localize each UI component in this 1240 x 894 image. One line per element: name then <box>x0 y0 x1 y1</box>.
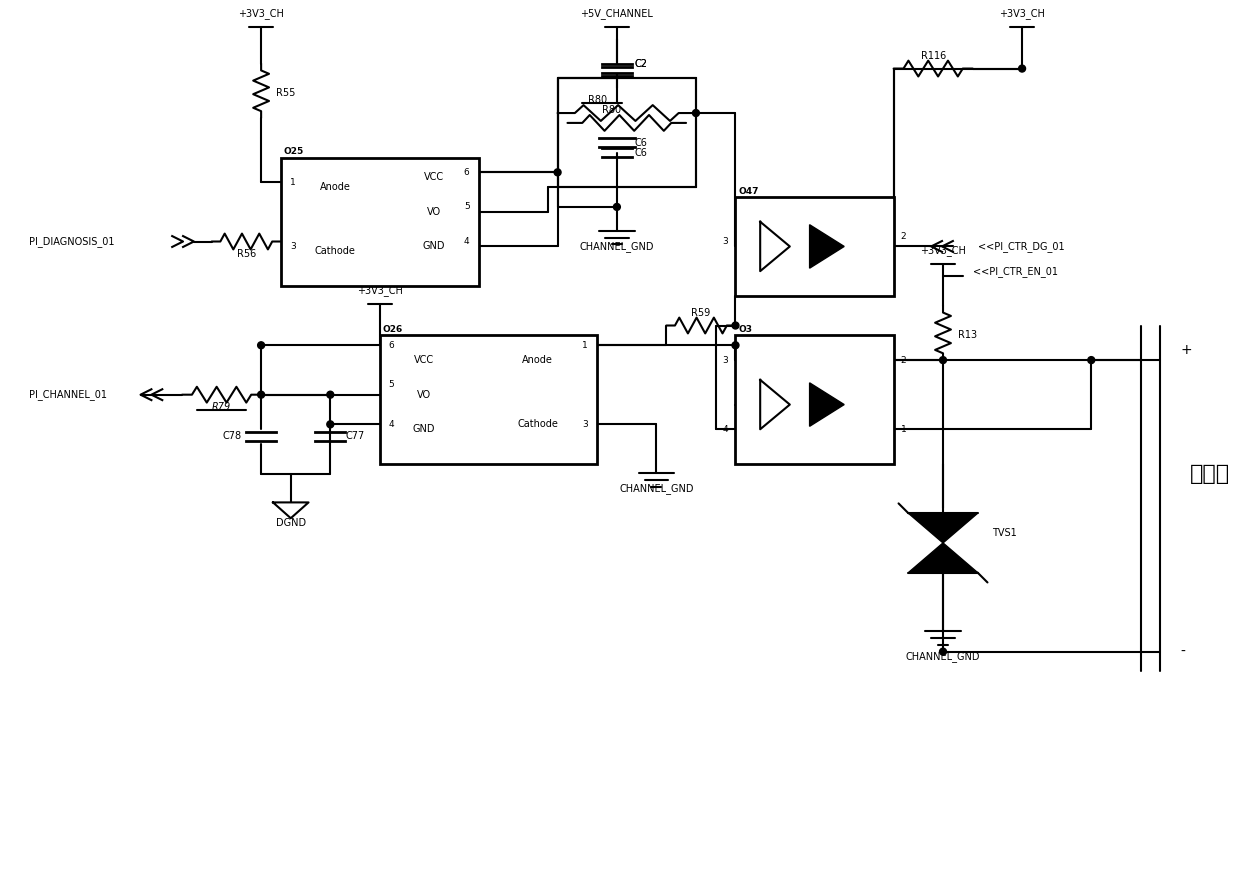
Text: 现场侧: 现场侧 <box>1190 464 1230 484</box>
Text: PI_CHANNEL_01: PI_CHANNEL_01 <box>29 389 107 401</box>
Text: R55: R55 <box>277 89 295 98</box>
Text: 6: 6 <box>388 341 394 350</box>
Text: Cathode: Cathode <box>315 247 356 257</box>
Text: R59: R59 <box>691 308 711 317</box>
Circle shape <box>940 357 946 364</box>
Circle shape <box>327 421 334 428</box>
Text: <<PI_CTR_EN_01: <<PI_CTR_EN_01 <box>972 266 1058 276</box>
Text: R13: R13 <box>957 331 977 341</box>
Bar <box>735 335 894 464</box>
Text: C2: C2 <box>635 59 647 69</box>
Circle shape <box>1018 65 1025 72</box>
Circle shape <box>732 342 739 349</box>
Text: C6: C6 <box>635 148 647 157</box>
Text: TVS1: TVS1 <box>992 528 1017 538</box>
Text: R80: R80 <box>603 105 621 115</box>
Circle shape <box>258 392 264 398</box>
Text: VO: VO <box>427 207 441 217</box>
Text: Anode: Anode <box>522 355 553 365</box>
Bar <box>379 335 598 464</box>
Text: 3: 3 <box>583 420 588 429</box>
Text: +3V3_CH: +3V3_CH <box>238 8 284 19</box>
Text: +5V_CHANNEL: +5V_CHANNEL <box>580 8 653 19</box>
Text: +3V3_CH: +3V3_CH <box>357 285 403 296</box>
Text: 3: 3 <box>723 237 728 246</box>
Circle shape <box>327 392 334 398</box>
Text: CHANNEL_GND: CHANNEL_GND <box>905 651 981 662</box>
Text: Cathode: Cathode <box>517 419 558 429</box>
Text: VCC: VCC <box>414 355 434 365</box>
Text: R79: R79 <box>212 401 231 411</box>
Text: 1: 1 <box>290 178 295 187</box>
Text: 2: 2 <box>900 356 906 365</box>
Text: O26: O26 <box>383 325 403 333</box>
Text: +3V3_CH: +3V3_CH <box>999 8 1045 19</box>
Text: PI_DIAGNOSIS_01: PI_DIAGNOSIS_01 <box>29 236 114 247</box>
Text: R56: R56 <box>237 249 255 259</box>
Text: C77: C77 <box>345 431 365 442</box>
Circle shape <box>732 322 739 329</box>
Text: 5: 5 <box>464 202 470 211</box>
Text: 4: 4 <box>464 237 470 246</box>
Text: CHANNEL_GND: CHANNEL_GND <box>619 483 693 494</box>
Text: C78: C78 <box>222 431 242 442</box>
Text: 4: 4 <box>723 425 728 434</box>
Circle shape <box>614 204 620 210</box>
Polygon shape <box>909 543 977 572</box>
Text: 6: 6 <box>464 168 470 177</box>
Text: 2: 2 <box>900 232 906 241</box>
Polygon shape <box>810 224 844 268</box>
Text: VCC: VCC <box>424 173 444 182</box>
Text: 4: 4 <box>389 420 394 429</box>
Text: R80: R80 <box>588 95 606 105</box>
Text: GND: GND <box>423 241 445 251</box>
Text: R116: R116 <box>920 51 946 61</box>
Circle shape <box>258 342 264 349</box>
Text: +3V3_CH: +3V3_CH <box>920 246 966 257</box>
Text: VO: VO <box>417 390 432 400</box>
Bar <box>558 79 696 187</box>
Text: O25: O25 <box>284 147 304 156</box>
Polygon shape <box>810 383 844 426</box>
Text: 1: 1 <box>583 341 588 350</box>
Text: C2: C2 <box>635 59 647 69</box>
Circle shape <box>1087 357 1095 364</box>
Circle shape <box>692 110 699 116</box>
Text: 3: 3 <box>723 356 728 365</box>
Text: C6: C6 <box>635 138 647 148</box>
Text: <<PI_CTR_DG_01: <<PI_CTR_DG_01 <box>977 241 1064 252</box>
Text: DGND: DGND <box>275 519 306 528</box>
Circle shape <box>940 648 946 655</box>
Text: Anode: Anode <box>320 182 351 192</box>
Text: GND: GND <box>413 425 435 434</box>
Text: -: - <box>1180 645 1185 659</box>
Text: +: + <box>1180 343 1192 358</box>
Polygon shape <box>909 513 977 543</box>
Bar <box>735 197 894 296</box>
Text: 3: 3 <box>290 242 295 251</box>
Bar <box>281 157 479 286</box>
Circle shape <box>554 169 560 176</box>
Text: O47: O47 <box>739 187 759 196</box>
Text: O3: O3 <box>739 325 753 333</box>
Text: 5: 5 <box>388 380 394 389</box>
Text: CHANNEL_GND: CHANNEL_GND <box>579 241 655 252</box>
Text: 1: 1 <box>900 425 906 434</box>
